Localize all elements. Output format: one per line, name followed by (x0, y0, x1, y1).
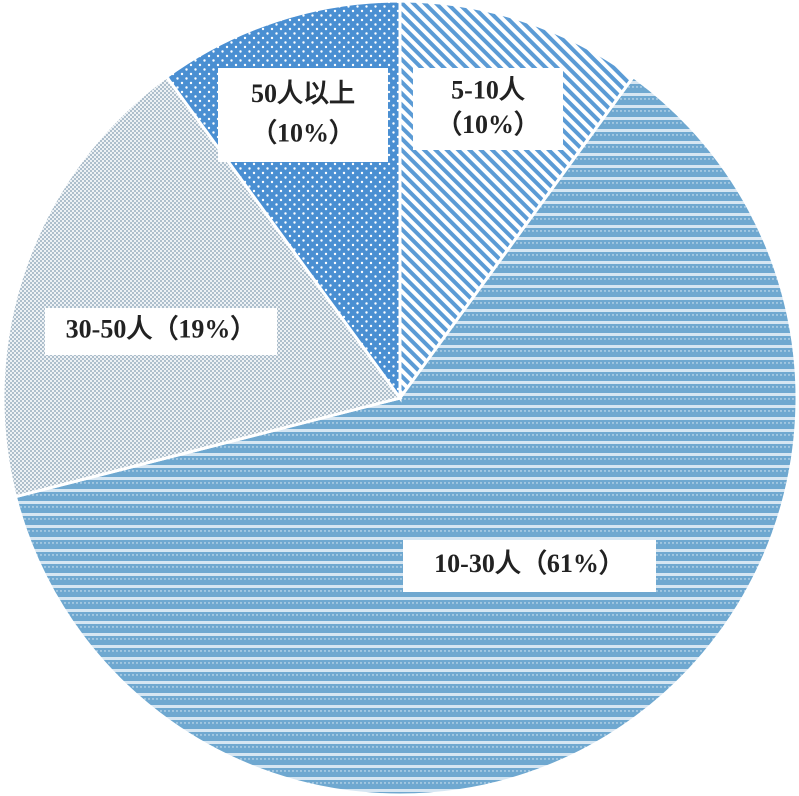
label-box (218, 68, 388, 162)
slice-label: 30-50人（19%） (66, 314, 257, 343)
pie-slice (1, 74, 403, 499)
slice-label: 10-30人（61%） (434, 549, 625, 578)
value-label: （10%） (251, 119, 355, 148)
slice-name: 10-30人 (434, 549, 521, 578)
value-label: （19%） (152, 314, 256, 343)
slice-label: 50人以上 (251, 79, 355, 108)
label-box (45, 308, 277, 355)
value-label: （10%） (436, 110, 540, 139)
pie-slice (13, 74, 799, 796)
slice-name: 30-50人 (66, 314, 153, 343)
slice-label: 5-10人 (451, 76, 525, 105)
label-box (413, 68, 563, 150)
label-box (403, 540, 656, 592)
value-label: （61%） (521, 549, 625, 578)
